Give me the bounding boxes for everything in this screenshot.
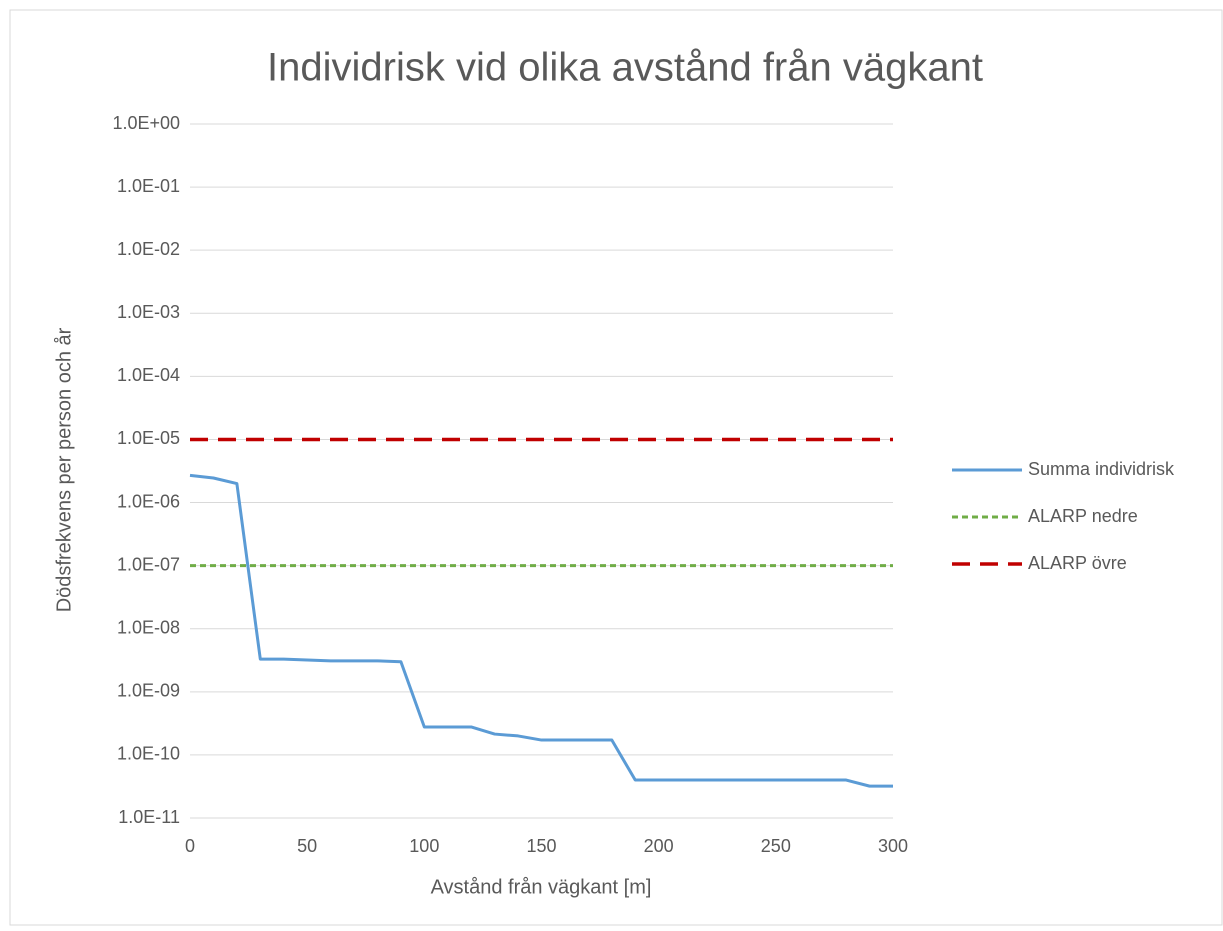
x-tick-label: 200 — [644, 836, 674, 856]
y-tick-label: 1.0E-03 — [117, 302, 180, 322]
y-tick-label: 1.0E+00 — [112, 113, 180, 133]
y-tick-label: 1.0E-02 — [117, 239, 180, 259]
x-axis-title: Avstånd från vägkant [m] — [431, 876, 652, 898]
chart-border — [9, 9, 1223, 926]
legend-label: Summa individrisk — [1028, 459, 1175, 479]
legend-label: ALARP nedre — [1028, 506, 1138, 526]
y-tick-label: 1.0E-11 — [118, 807, 180, 827]
chart-title: Individrisk vid olika avstånd från vägka… — [267, 46, 983, 90]
x-tick-label: 300 — [878, 836, 908, 856]
x-tick-label: 250 — [761, 836, 791, 856]
y-tick-label: 1.0E-07 — [117, 554, 180, 574]
x-tick-label: 100 — [409, 836, 439, 856]
x-tick-label: 50 — [297, 836, 317, 856]
y-tick-label: 1.0E-01 — [117, 176, 180, 196]
x-tick-label: 0 — [185, 836, 195, 856]
y-tick-label: 1.0E-09 — [117, 681, 180, 701]
x-tick-label: 150 — [526, 836, 556, 856]
series-line — [189, 473, 893, 788]
y-tick-label: 1.0E-04 — [117, 365, 180, 385]
y-tick-label: 1.0E-06 — [117, 491, 180, 511]
y-axis-title: Dödsfrekvens per person och år — [53, 327, 75, 612]
legend-label: ALARP övre — [1028, 553, 1127, 573]
y-tick-label: 1.0E-10 — [117, 744, 180, 764]
y-tick-label: 1.0E-05 — [117, 428, 180, 448]
y-tick-label: 1.0E-08 — [117, 617, 180, 637]
